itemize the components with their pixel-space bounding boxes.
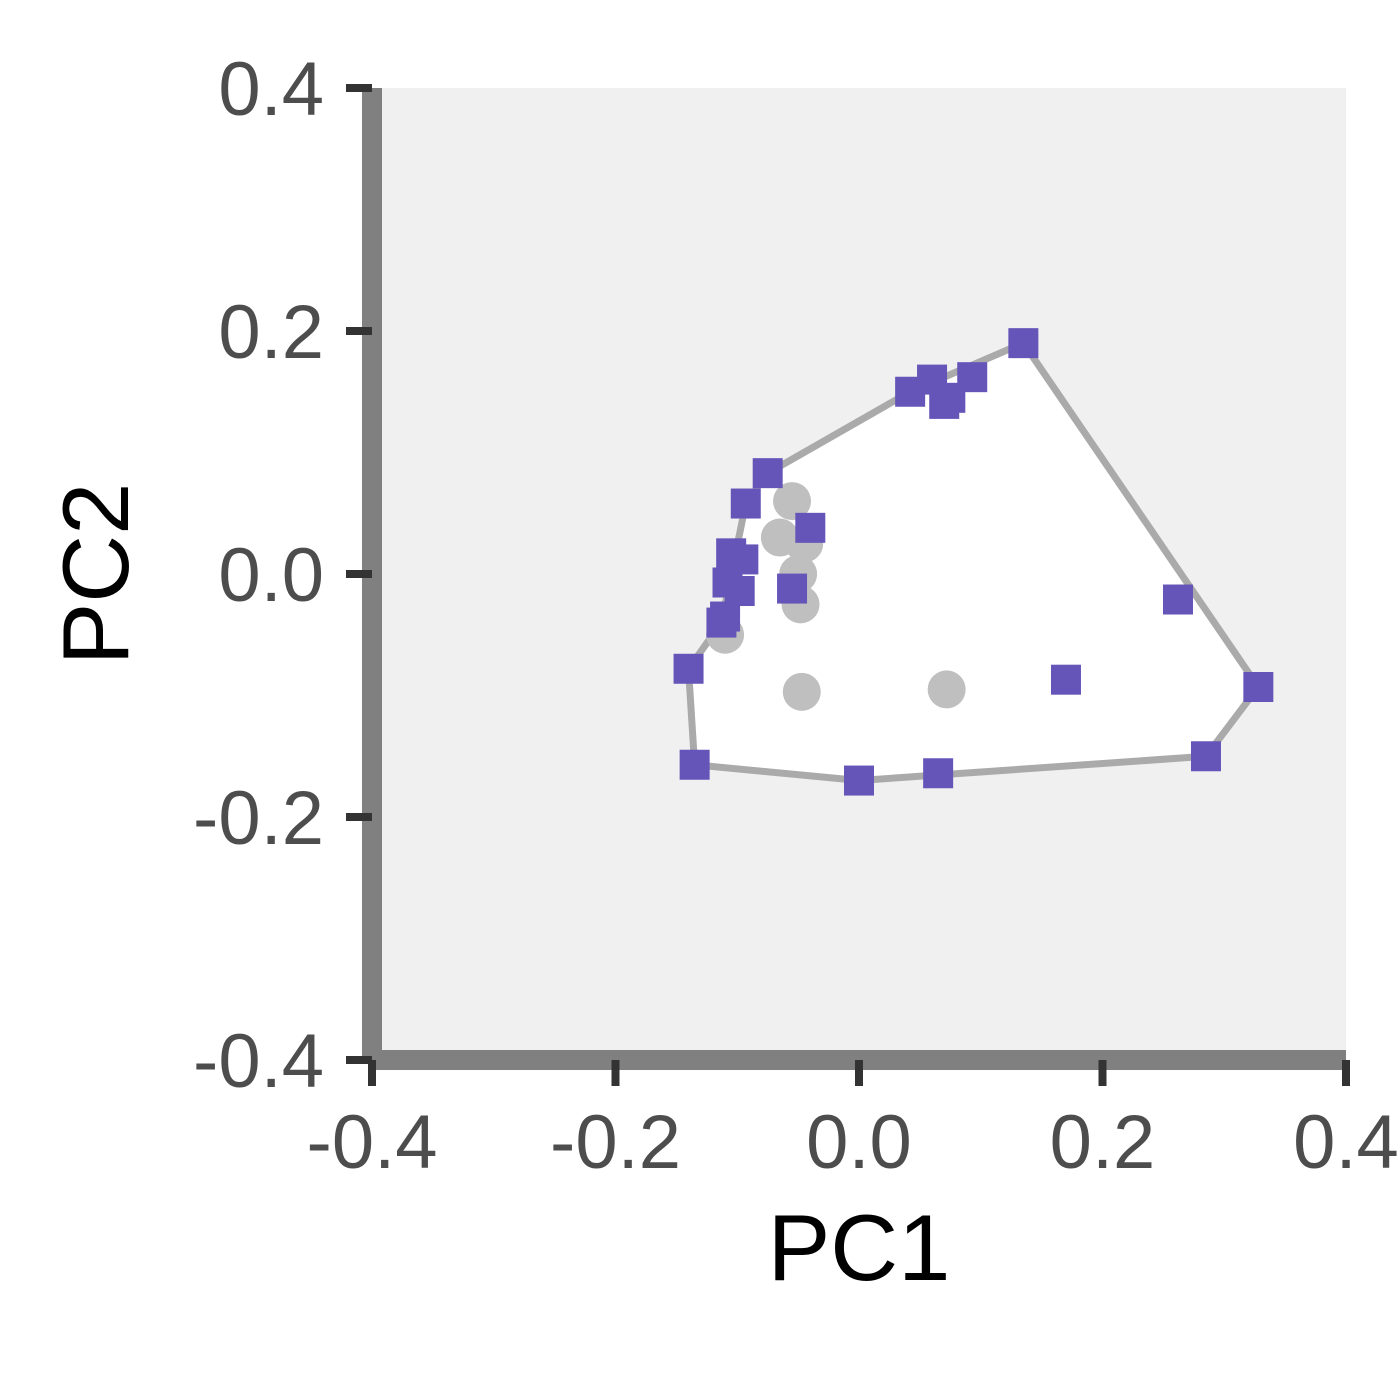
y-axis-title: PC2 [43,483,148,666]
data-point-square-3 [895,376,926,407]
data-point-square-18 [844,765,874,796]
data-point-square-20 [1162,584,1193,615]
data-point-circle-6 [782,672,821,711]
data-point-square-17 [679,749,710,780]
x-axis-title: PC1 [768,1195,951,1300]
x-tick-label: 0.4 [1293,1100,1399,1185]
data-point-square-23 [1190,741,1221,772]
y-tick-label: 0.0 [218,533,324,618]
data-point-circle-0 [773,482,812,521]
data-point-square-19 [923,758,954,789]
data-point-square-15 [706,607,737,638]
data-point-square-12 [724,576,755,607]
data-point-square-0 [1008,328,1039,359]
x-tick-label: -0.4 [307,1100,438,1185]
data-point-square-22 [1243,671,1274,702]
x-tick-label: 0.2 [1050,1100,1156,1185]
x-tick-label: -0.2 [550,1100,681,1185]
y-tick-label: 0.4 [218,47,324,132]
data-point-square-21 [1050,664,1081,695]
data-point-square-7 [730,488,761,519]
y-tick-label: -0.2 [193,776,324,861]
data-point-square-6 [752,458,783,489]
data-point-square-16 [673,653,704,684]
data-point-square-13 [777,573,808,604]
x-tick-label: 0.0 [806,1100,912,1185]
data-point-square-8 [795,512,826,543]
y-tick-label: -0.4 [193,1019,324,1104]
y-tick-label: 0.2 [218,290,324,375]
data-point-circle-7 [927,670,966,709]
data-point-square-5 [929,388,960,419]
